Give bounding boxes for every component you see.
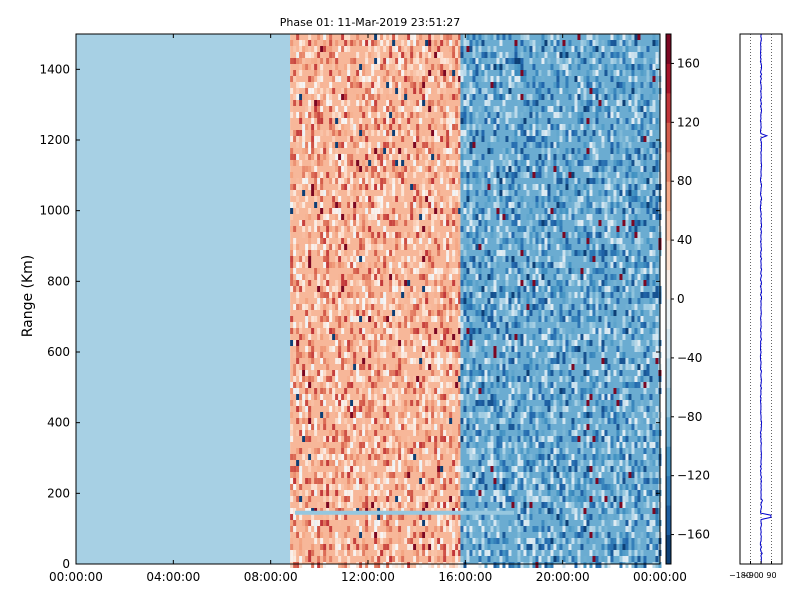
x-axis: 00:00:00 04:00:00 08:00:00 12:00:00 16:00:00… [49,34,687,584]
colorbar-segment [666,151,671,182]
colorbar-segment [666,446,671,477]
colorbar-tick-label: 40 [677,233,692,247]
colorbar-segment [666,534,671,565]
colorbar [666,34,671,565]
heatmap-region-1 [290,34,462,568]
profile-x-tick-label: 0 [758,571,763,580]
profile-x-tick-label: −180 [729,571,751,580]
y-tick-label: 1200 [39,133,70,147]
colorbar-segment [666,210,671,241]
profile-panel [750,33,772,565]
y-tick-label: 1000 [39,204,70,218]
y-tick-label: 600 [47,345,70,359]
colorbar-segment [666,505,671,536]
heatmap-region-2 [460,34,662,568]
colorbar-segment [666,357,671,388]
colorbar-segment [666,475,671,506]
colorbar-segment [666,299,671,329]
colorbar-tick-label: −120 [677,469,710,483]
heatmap-region-base [76,34,291,564]
colorbar-tick-label: 160 [677,56,700,70]
colorbar-segment [666,269,671,300]
y-tick-label: 200 [47,486,70,500]
colorbar-segment [666,387,671,418]
colorbar-tick-label: −160 [677,528,710,542]
heatmap [76,34,662,568]
colorbar-segment [666,34,671,64]
profile-x-tick-label: −90 [742,571,759,580]
x-tick-label: 00:00:00 [49,570,103,584]
x-tick-label: 12:00:00 [341,570,395,584]
x-tick-label: 16:00:00 [438,570,492,584]
x-tick-label: 04:00:00 [146,570,200,584]
colorbar-tick-label: 0 [677,292,685,306]
heatmap-feature-line [295,510,514,515]
colorbar-segment [666,328,671,359]
colorbar-segment [666,63,671,94]
colorbar-segment [666,181,671,212]
x-tick-label: 08:00:00 [244,570,298,584]
colorbar-segment [666,416,671,447]
colorbar-tick-label: 120 [677,115,700,129]
profile-x-axis: −180−90 0 90 [729,561,777,580]
y-tick-label: 800 [47,274,70,288]
x-tick-label: 00:00:00 [633,570,687,584]
colorbar-ticks: −160 −120 −80 −40 0 40 80 120 160 [671,56,710,542]
y-tick-label: 0 [62,557,70,571]
profile-series-line [759,33,772,565]
y-tick-label: 1400 [39,62,70,76]
colorbar-tick-label: −80 [677,410,702,424]
colorbar-segment [666,240,671,271]
chart-title: Phase 01: 11-Mar-2019 23:51:27 [279,16,461,29]
heatmap-region-0 [76,34,291,564]
colorbar-segment [666,92,671,123]
colorbar-segment [666,122,671,153]
x-tick-label: 20:00:00 [536,570,590,584]
profile-x-tick-label: 90 [766,571,776,580]
y-tick-label: 400 [47,416,70,430]
y-axis: 0 200 400 600 800 1000 1200 1400 [39,62,660,571]
colorbar-tick-label: 80 [677,174,692,188]
colorbar-tick-label: −40 [677,351,702,365]
